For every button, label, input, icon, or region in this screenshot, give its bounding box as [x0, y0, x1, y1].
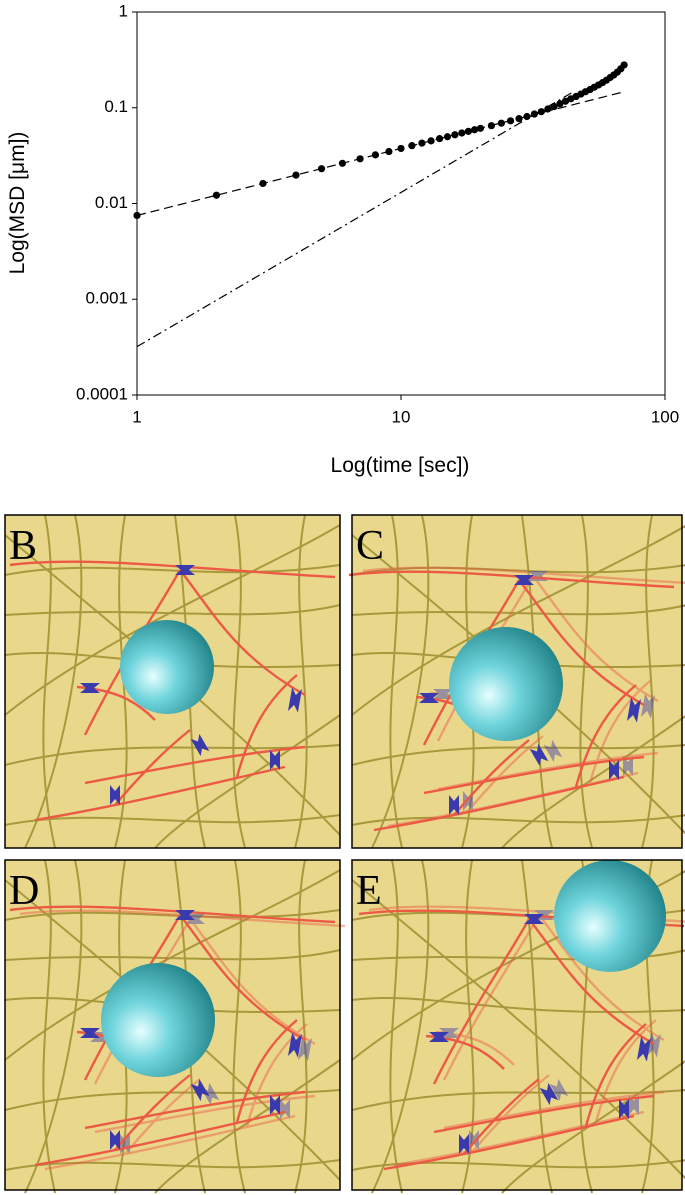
fit-line [136, 91, 625, 217]
panel-label: B [9, 523, 37, 569]
y-axis-label: Log(MSD [μm]) [6, 132, 29, 275]
y-tick-label: 0.1 [104, 97, 128, 116]
panel-border [4, 514, 341, 849]
x-tick-label: 1 [132, 407, 141, 426]
data-point [418, 139, 426, 147]
y-tick-label: 0.01 [95, 193, 128, 212]
data-point [497, 119, 505, 127]
x-tick-label: 100 [651, 407, 679, 426]
bead [449, 627, 563, 741]
data-point [537, 108, 545, 116]
bead [120, 620, 214, 714]
x-axis-label: Log(time [sec]) [331, 454, 470, 477]
data-point [427, 137, 435, 145]
panel: B [4, 514, 341, 849]
data-point [443, 133, 452, 141]
chart: Log(time [sec]) Log(MSD [μm]) 0.0001 0.00… [6, 1, 679, 477]
fit-line [136, 91, 574, 348]
panel: E [351, 859, 685, 1194]
data-point [523, 112, 531, 121]
panel-label: E [356, 868, 382, 914]
data-point [620, 61, 628, 69]
panel-border [351, 514, 683, 849]
y-tick-label: 1 [119, 1, 128, 20]
bead [554, 860, 666, 972]
data-point [470, 126, 479, 134]
y-tick-label: 0.001 [85, 289, 128, 308]
data-point [292, 171, 300, 179]
panel-label: C [356, 523, 384, 569]
y-tick-label: 0.0001 [76, 384, 128, 403]
data-point [556, 100, 564, 108]
data-point [212, 191, 221, 199]
panel: C [347, 514, 685, 849]
data-point [458, 129, 466, 137]
panel: D [4, 859, 347, 1194]
x-tick-label: 10 [392, 407, 411, 426]
panel-border [351, 859, 683, 1191]
panel-label: D [9, 868, 39, 914]
bead [101, 963, 215, 1077]
panel-border [4, 859, 341, 1191]
plot-frame [136, 11, 666, 396]
